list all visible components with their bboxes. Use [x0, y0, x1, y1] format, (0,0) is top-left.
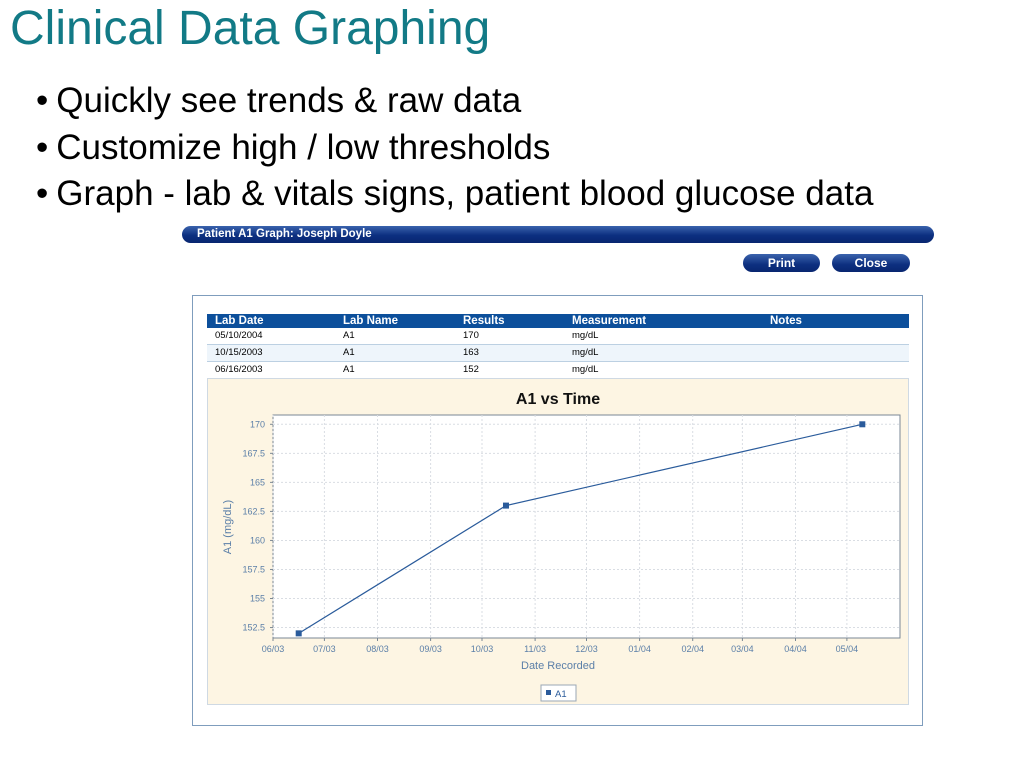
chart-area: A1 vs Time 152.5 155 157.5 160 162.5 165 167.5… — [207, 378, 909, 705]
cell-lab-date: 06/16/2003 — [207, 361, 335, 379]
legend-marker-icon — [546, 690, 551, 695]
cell-notes — [762, 328, 909, 345]
y-tick-label: 167.5 — [242, 448, 265, 458]
y-axis-ticks: 152.5 155 157.5 160 162.5 165 167.5 170 — [242, 419, 273, 633]
cell-lab-name: A1 — [335, 328, 455, 345]
bullet-item: • Customize high / low thresholds — [36, 125, 873, 172]
x-tick-label: 09/03 — [419, 644, 442, 654]
legend-label: A1 — [555, 689, 567, 700]
table-header-row: Lab Date Lab Name Results Measurement No… — [207, 314, 909, 328]
y-tick-label: 165 — [250, 477, 265, 487]
lab-results-table: Lab Date Lab Name Results Measurement No… — [207, 314, 909, 379]
slide-title: Clinical Data Graphing — [10, 2, 491, 55]
data-point — [502, 502, 509, 509]
table-row[interactable]: 06/16/2003 A1 152 mg/dL — [207, 361, 909, 379]
cell-notes — [762, 344, 909, 362]
grid-lines — [272, 415, 900, 638]
cell-lab-date: 10/15/2003 — [207, 344, 335, 362]
table-row[interactable]: 10/15/2003 A1 163 mg/dL — [207, 344, 909, 362]
bullet-dot-icon: • — [36, 174, 49, 213]
legend-box — [540, 684, 577, 702]
legend: A1 — [540, 684, 577, 702]
window-title-bar: Patient A1 Graph: Joseph Doyle — [182, 226, 934, 243]
x-tick-label: 07/03 — [313, 644, 336, 654]
y-tick-label: 162.5 — [242, 506, 265, 516]
y-axis-label: A1 (mg/dL) — [222, 500, 234, 554]
x-tick-label: 05/04 — [836, 644, 859, 654]
data-point — [295, 630, 302, 637]
x-tick-label: 11/03 — [524, 644, 546, 654]
bullet-text: Customize high / low thresholds — [56, 127, 551, 167]
bullet-text: Quickly see trends & raw data — [56, 81, 522, 120]
cell-results: 152 — [455, 361, 564, 379]
y-tick-label: 160 — [250, 535, 265, 545]
window-title: Patient A1 Graph: Joseph Doyle — [197, 228, 372, 240]
x-tick-label: 01/04 — [628, 644, 651, 654]
column-header-lab-date[interactable]: Lab Date — [207, 314, 335, 328]
bullet-item: • Quickly see trends & raw data — [36, 78, 873, 125]
x-tick-label: 02/04 — [681, 644, 704, 654]
graph-panel: Lab Date Lab Name Results Measurement No… — [192, 295, 923, 726]
cell-notes — [762, 361, 909, 379]
bullet-item: • Graph - lab & vitals signs, patient blo… — [36, 171, 873, 218]
y-tick-label: 157.5 — [242, 564, 265, 574]
x-tick-label: 08/03 — [366, 644, 389, 654]
table-row[interactable]: 05/10/2004 A1 170 mg/dL — [207, 328, 909, 345]
x-tick-label: 04/04 — [784, 644, 807, 654]
close-button[interactable]: Close — [832, 254, 910, 272]
bullet-text: Graph - lab & vitals signs, patient bloo… — [56, 174, 874, 213]
cell-results: 163 — [455, 344, 564, 362]
x-axis-label: Date Recorded — [521, 660, 595, 672]
column-header-measurement[interactable]: Measurement — [564, 314, 762, 328]
bullet-list: • Quickly see trends & raw data • Customiz… — [36, 78, 873, 218]
cell-lab-name: A1 — [335, 344, 455, 362]
cell-measurement: mg/dL — [564, 344, 762, 362]
bullet-dot-icon: • — [36, 127, 49, 167]
cell-lab-date: 05/10/2004 — [207, 328, 335, 345]
x-tick-label: 10/03 — [471, 644, 494, 654]
y-tick-label: 170 — [250, 419, 265, 429]
data-point — [859, 421, 866, 428]
cell-measurement: mg/dL — [564, 361, 762, 379]
chart-title: A1 vs Time — [516, 391, 600, 408]
column-header-lab-name[interactable]: Lab Name — [335, 314, 455, 328]
bullet-dot-icon: • — [36, 81, 49, 120]
column-header-notes[interactable]: Notes — [762, 314, 909, 328]
x-tick-label: 06/03 — [262, 644, 285, 654]
print-button[interactable]: Print — [743, 254, 820, 272]
series-layer — [295, 421, 866, 637]
cell-lab-name: A1 — [335, 361, 455, 379]
y-tick-label: 152.5 — [242, 623, 265, 633]
x-axis-ticks: 06/03 07/03 08/03 09/03 10/03 11/03 12/03 01/04… — [262, 638, 858, 654]
x-tick-label: 03/04 — [731, 644, 754, 654]
y-tick-label: 155 — [250, 594, 265, 604]
cell-measurement: mg/dL — [564, 328, 762, 345]
column-header-results[interactable]: Results — [455, 314, 564, 328]
a1-line-chart: A1 vs Time 152.5 155 157.5 160 162.5 165 167.5… — [222, 391, 901, 702]
x-tick-label: 12/03 — [575, 644, 598, 654]
cell-results: 170 — [455, 328, 564, 345]
